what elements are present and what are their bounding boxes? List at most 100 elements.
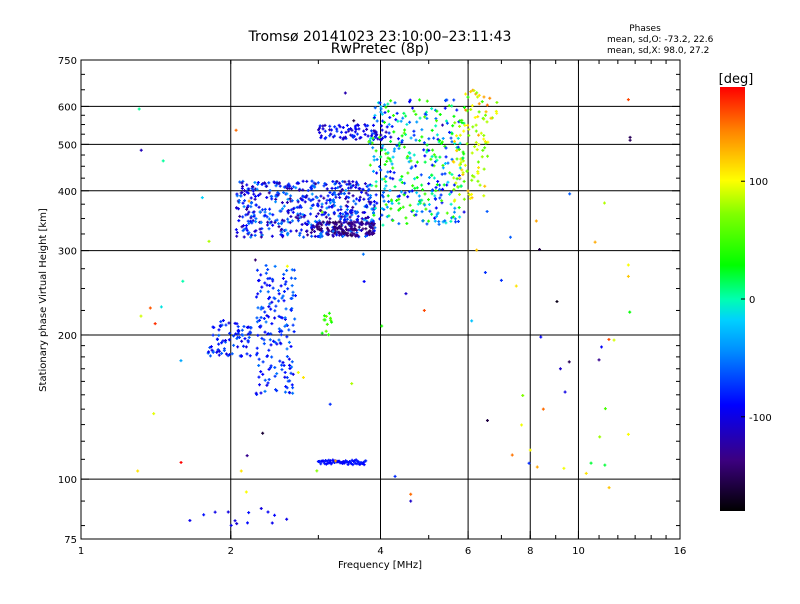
data-point xyxy=(382,177,386,181)
data-point xyxy=(291,293,295,297)
data-point xyxy=(382,120,386,124)
data-point xyxy=(336,186,340,190)
data-point xyxy=(275,181,279,185)
data-point xyxy=(351,463,355,467)
data-point xyxy=(224,323,228,327)
data-point xyxy=(280,230,284,234)
data-point xyxy=(245,207,249,211)
data-point xyxy=(281,361,285,365)
data-point xyxy=(378,165,382,169)
data-point xyxy=(392,149,396,153)
data-point xyxy=(347,127,351,131)
data-point xyxy=(246,219,250,223)
data-point xyxy=(291,391,295,395)
data-point xyxy=(315,196,319,200)
data-point xyxy=(391,114,395,118)
data-point xyxy=(278,184,282,188)
data-point xyxy=(287,357,291,361)
data-point xyxy=(258,318,262,322)
data-point xyxy=(290,383,294,387)
data-point xyxy=(527,461,531,465)
data-point xyxy=(418,201,422,205)
data-point xyxy=(458,141,462,145)
data-point xyxy=(431,148,435,152)
data-point xyxy=(290,365,294,369)
data-point xyxy=(368,163,372,167)
data-point xyxy=(340,188,344,192)
data-point xyxy=(343,217,347,221)
data-point xyxy=(318,131,322,135)
data-point xyxy=(223,338,227,342)
data-point xyxy=(358,195,362,199)
data-point xyxy=(330,186,334,190)
data-point xyxy=(322,196,326,200)
data-point xyxy=(454,181,458,185)
data-point xyxy=(395,111,399,115)
y-tick-label: 500 xyxy=(58,140,77,151)
data-point xyxy=(285,517,289,521)
data-point xyxy=(330,205,334,209)
data-point xyxy=(451,124,455,128)
data-point xyxy=(408,120,412,124)
data-point xyxy=(328,316,332,320)
data-point xyxy=(626,274,630,278)
data-point xyxy=(280,207,284,211)
data-point xyxy=(268,302,272,306)
data-point xyxy=(278,209,282,213)
data-point xyxy=(265,314,269,318)
data-point xyxy=(626,263,630,267)
data-point xyxy=(422,141,426,145)
data-point xyxy=(466,189,470,193)
data-point xyxy=(458,215,462,219)
data-point xyxy=(278,359,282,363)
data-point xyxy=(263,210,267,214)
data-point xyxy=(349,186,353,190)
data-point xyxy=(486,140,490,144)
data-point xyxy=(238,214,242,218)
data-point xyxy=(446,161,450,165)
data-point xyxy=(247,511,251,515)
data-point xyxy=(345,195,349,199)
data-point xyxy=(568,192,572,196)
data-point xyxy=(219,320,223,324)
x-axis-label: Frequency [MHz] xyxy=(338,560,422,571)
data-point xyxy=(397,222,401,226)
data-point xyxy=(344,204,348,208)
data-point xyxy=(387,122,391,126)
data-point xyxy=(261,360,265,364)
data-point xyxy=(294,229,298,233)
data-point xyxy=(322,314,326,318)
data-point xyxy=(358,462,362,466)
data-point xyxy=(412,109,416,113)
data-point xyxy=(339,233,343,237)
data-point xyxy=(139,314,143,318)
data-point xyxy=(435,158,439,162)
data-point xyxy=(339,190,343,194)
data-point xyxy=(259,391,263,395)
data-point xyxy=(338,196,342,200)
data-point xyxy=(346,234,350,238)
data-point xyxy=(343,225,347,229)
data-point xyxy=(455,185,459,189)
data-point xyxy=(259,289,263,293)
data-point xyxy=(267,315,271,319)
data-point xyxy=(370,134,374,138)
data-point xyxy=(273,340,277,344)
data-point xyxy=(422,308,426,312)
data-point xyxy=(285,192,289,196)
data-point xyxy=(383,163,387,167)
data-point xyxy=(283,282,287,286)
data-point xyxy=(339,184,343,188)
data-point xyxy=(274,200,278,204)
data-point xyxy=(450,140,454,144)
data-point xyxy=(333,193,337,197)
data-point xyxy=(482,95,486,99)
data-point xyxy=(266,332,270,336)
data-point xyxy=(399,190,403,194)
data-point xyxy=(309,187,313,191)
data-point xyxy=(288,221,292,225)
data-point xyxy=(283,316,287,320)
data-point xyxy=(300,198,304,202)
data-point xyxy=(387,214,391,218)
data-point xyxy=(423,112,427,116)
